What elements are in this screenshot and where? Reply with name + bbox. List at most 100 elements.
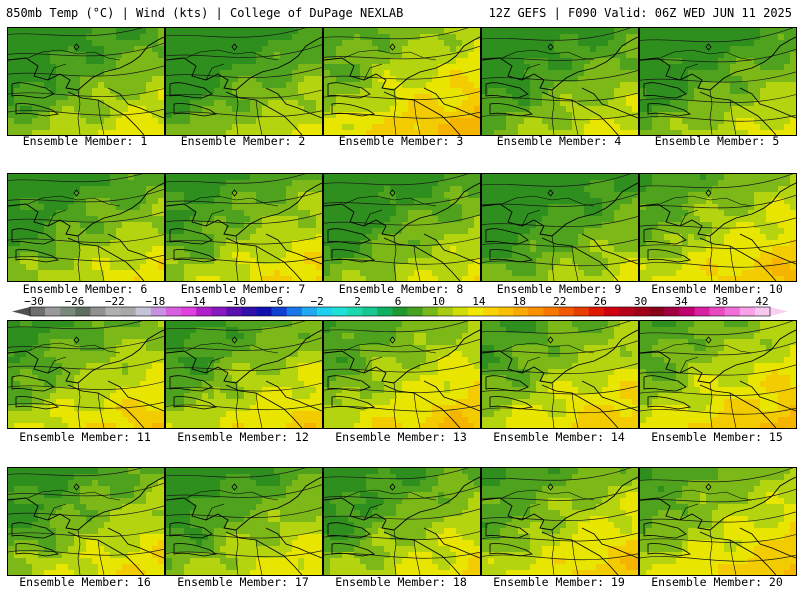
ensemble-member-label: Ensemble Member: 16 — [19, 575, 151, 589]
great-lakes-outline — [327, 82, 376, 117]
colorbar-swatch — [30, 307, 46, 316]
isoheight-contour — [640, 364, 796, 376]
isoheight-contour — [166, 403, 322, 411]
isoheight-contour — [640, 321, 794, 336]
station-marker — [547, 189, 554, 197]
state-border — [343, 342, 437, 428]
state-border — [343, 49, 437, 135]
colorbar-swatch — [543, 307, 559, 316]
isoheight-contour — [640, 194, 796, 209]
isoheight-contour — [8, 358, 164, 370]
great-lakes-outline — [11, 522, 60, 557]
state-border — [659, 49, 753, 135]
colorbar-tick-label: −2 — [310, 295, 323, 308]
isoheight-contour — [482, 238, 638, 248]
colorbar-swatch — [120, 307, 137, 316]
ensemble-map-panel — [639, 173, 797, 282]
isoheight-contour — [8, 335, 164, 350]
isoheight-contour — [640, 114, 796, 122]
state-border — [343, 489, 437, 575]
isoheight-contour — [482, 321, 632, 334]
colorbar-swatch — [437, 307, 454, 316]
great-lakes-outline — [643, 228, 692, 263]
great-lakes-outline — [643, 375, 692, 410]
colorbar-tick-label: −26 — [65, 295, 85, 308]
colorbar-swatch — [332, 307, 348, 316]
isoheight-contour — [640, 468, 794, 483]
isoheight-contour — [324, 191, 480, 206]
isoheight-contour — [8, 401, 164, 409]
ensemble-map-panel — [481, 320, 639, 429]
colorbar-swatch — [588, 307, 605, 316]
colorbar-tick-label: −6 — [270, 295, 283, 308]
isoheight-contour — [640, 488, 796, 503]
great-lakes-outline — [485, 228, 534, 263]
great-lakes-outline — [169, 82, 218, 117]
station-marker — [231, 189, 238, 197]
isoheight-contour — [8, 42, 164, 57]
great-lakes-outline — [485, 522, 534, 557]
isoheight-contour — [8, 211, 164, 223]
isoheight-contour — [324, 384, 480, 393]
colorbar-swatch — [135, 307, 152, 316]
state-border — [225, 380, 322, 428]
state-border — [185, 195, 279, 281]
isoheight-contour — [324, 338, 480, 353]
isoheight-contour — [640, 48, 796, 63]
colorbar-tick-label: 34 — [674, 295, 688, 308]
colorbar-swatch — [90, 307, 106, 316]
isoheight-contour — [166, 529, 322, 539]
colorbar-tick-label: −10 — [226, 295, 246, 308]
isoheight-contour — [640, 260, 796, 268]
isoheight-contour — [8, 321, 143, 330]
state-border — [541, 233, 638, 281]
isoheight-contour — [8, 188, 164, 203]
station-marker — [705, 189, 712, 197]
ensemble-map-panel — [165, 320, 323, 429]
colorbar-swatch — [45, 307, 61, 316]
colorbar-swatch — [467, 307, 484, 316]
isoheight-contour — [482, 340, 638, 354]
state-border — [699, 527, 796, 575]
station-marker — [389, 336, 396, 344]
isoheight-contour — [324, 237, 480, 246]
isoheight-contour — [324, 174, 469, 186]
state-border — [541, 380, 638, 428]
station-marker — [705, 43, 712, 51]
colorbar-tick-label: 30 — [634, 295, 647, 308]
state-border — [541, 87, 638, 135]
colorbar-swatch — [226, 307, 242, 316]
station-marker — [389, 189, 396, 197]
isoheight-contour — [482, 406, 638, 414]
colorbar-swatch — [301, 307, 318, 316]
isoheight-contour — [640, 407, 796, 415]
isoheight-contour — [166, 321, 306, 331]
state-border — [225, 233, 322, 281]
isoheight-contour — [324, 28, 469, 40]
state-border — [67, 87, 164, 135]
isoheight-contour — [166, 28, 306, 38]
colorbar-swatch — [528, 307, 544, 316]
isoheight-contour — [324, 321, 469, 333]
great-lakes-outline — [11, 375, 60, 410]
ensemble-member-label: Ensemble Member: 2 — [180, 134, 306, 148]
isoheight-contour — [640, 554, 796, 562]
isoheight-contour — [166, 382, 322, 392]
isoheight-contour — [640, 534, 796, 543]
colorbar-swatch — [724, 307, 741, 316]
station-marker — [73, 336, 80, 344]
ensemble-map-panel — [165, 173, 323, 282]
isoheight-contour — [482, 47, 638, 61]
great-lakes-outline — [327, 375, 376, 410]
colorbar-max-arrow — [770, 307, 788, 316]
colorbar-swatch — [422, 307, 439, 316]
colorbar-swatch — [603, 307, 620, 316]
colorbar-tick-label: 10 — [432, 295, 445, 308]
isoheight-contour — [482, 113, 638, 121]
isoheight-contour — [640, 511, 796, 523]
ensemble-member-label: Ensemble Member: 20 — [651, 575, 783, 589]
colorbar-tick-label: 42 — [755, 295, 768, 308]
state-border — [501, 195, 595, 281]
colorbar-swatch — [679, 307, 695, 316]
great-lakes-outline — [169, 228, 218, 263]
